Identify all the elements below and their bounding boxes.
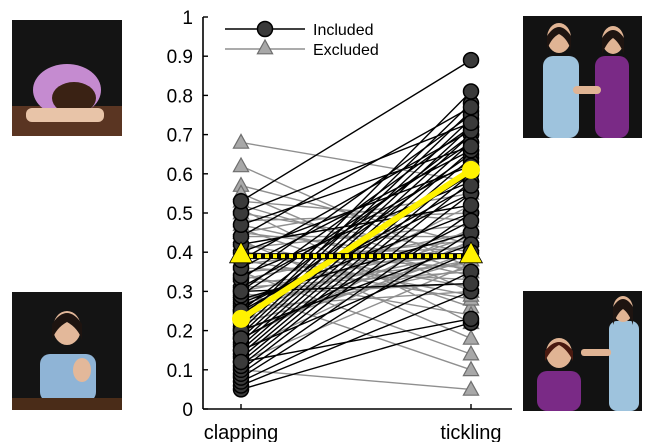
photo-tickling-standing <box>523 16 642 138</box>
mean-point-included <box>462 160 480 179</box>
data-point-included <box>462 98 480 116</box>
legend-label: Included <box>313 22 374 39</box>
series-line-included <box>240 141 472 296</box>
photo-clapping <box>12 292 122 410</box>
y-tick-label: 0.8 <box>167 86 193 107</box>
y-tick-label: 0.5 <box>167 204 193 225</box>
y-tick-label: 0.3 <box>167 282 193 303</box>
y-tick-label: 0.9 <box>167 47 193 68</box>
series-line-excluded <box>240 212 472 222</box>
photo-head-down <box>12 20 122 136</box>
data-point-included <box>462 138 480 155</box>
data-point-included <box>232 283 250 300</box>
series-line-excluded <box>240 271 472 355</box>
series-line-included <box>240 318 472 363</box>
photo-tickling-seated <box>523 291 642 411</box>
legend: Included Excluded <box>225 20 379 59</box>
data-point-excluded <box>462 380 480 396</box>
series-line-included <box>240 204 472 246</box>
data-point-excluded <box>462 360 480 377</box>
series-line-included <box>240 173 472 363</box>
series-line-excluded <box>240 200 472 222</box>
y-tick-label: 0.4 <box>167 243 194 264</box>
y-tick-label: 0.6 <box>167 165 193 186</box>
series-line-included <box>240 114 472 281</box>
data-point-excluded <box>462 344 480 361</box>
data-point-included <box>462 83 480 100</box>
series-line-excluded <box>240 369 472 391</box>
x-tick-label: clapping <box>204 422 279 442</box>
mean-layer <box>228 160 484 328</box>
series-line-included <box>240 134 472 312</box>
series-line-included <box>240 192 472 371</box>
y-tick-label: 0.2 <box>167 322 193 343</box>
data-point-included <box>462 114 480 132</box>
mean-point-excluded <box>228 241 254 264</box>
data-point-excluded <box>232 133 250 149</box>
series-line-included <box>240 126 472 339</box>
series-line-included <box>240 90 472 324</box>
series-line-included <box>240 220 472 340</box>
y-tick-label: 0 <box>182 400 193 421</box>
data-point-included <box>462 310 480 328</box>
legend-marker-included <box>256 20 274 38</box>
series-line-included <box>240 282 472 293</box>
data-point-included <box>462 51 480 69</box>
y-tick-label: 0.7 <box>167 126 193 147</box>
series-line-excluded <box>240 290 472 371</box>
data-point-included <box>462 212 480 230</box>
series-line-included <box>240 231 472 300</box>
mean-line-included <box>239 167 473 322</box>
legend-marker-excluded <box>256 38 274 55</box>
series-line-included <box>240 145 472 226</box>
legend-label: Excluded <box>313 42 379 59</box>
series-line-included <box>240 322 472 391</box>
x-tick-label: tickling <box>440 422 501 442</box>
x-axis: clapping tickling <box>204 404 502 442</box>
data-point-excluded <box>232 156 250 173</box>
y-tick-label: 1 <box>182 8 193 29</box>
data-point-included <box>462 177 480 194</box>
data-point-included <box>232 353 250 371</box>
data-point-included <box>462 196 480 214</box>
data-layer <box>232 51 480 398</box>
y-axis: 0 0.1 0.2 0.3 0.4 0.5 0.6 0.7 0.8 0.9 1 <box>167 8 512 421</box>
series-line-included <box>240 59 472 202</box>
y-tick-label: 0.1 <box>167 361 193 382</box>
series-line-included <box>240 122 472 214</box>
data-point-included <box>232 192 250 210</box>
series-line-excluded <box>240 141 472 183</box>
mean-point-excluded <box>458 241 484 264</box>
mean-point-included <box>232 309 250 328</box>
series-line-excluded <box>240 192 472 234</box>
series-line-included <box>240 251 472 351</box>
data-point-excluded <box>462 329 480 345</box>
series-line-excluded <box>240 228 472 340</box>
data-point-included <box>462 275 480 292</box>
series-included <box>232 51 480 398</box>
series-line-included <box>240 271 472 383</box>
series-line-included <box>240 106 472 238</box>
series-line-included <box>240 290 472 387</box>
